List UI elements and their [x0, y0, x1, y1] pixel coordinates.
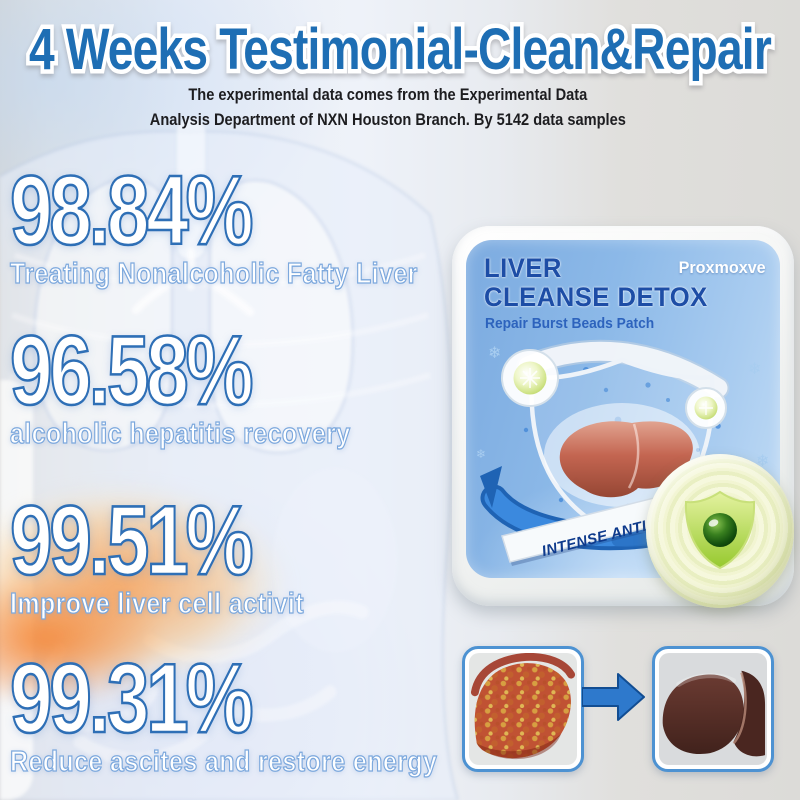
stat-label: Treating Nonalcoholic Fatty Liver: [9, 257, 418, 290]
product-title: LIVER CLEANSE DETOX: [484, 254, 708, 312]
arrow-icon: [582, 673, 645, 721]
before-liver-art: [469, 653, 577, 765]
burst-bead-small: [685, 387, 727, 429]
product-title-line-2: CLEANSE DETOX: [484, 282, 708, 312]
liver-lobe-divider: [627, 423, 640, 489]
before-liver-image: [462, 646, 584, 772]
stat-value: 99.51%: [9, 485, 255, 595]
patch-bead: [703, 513, 737, 547]
subtitle: The experimental data comes from the Exp…: [52, 82, 723, 132]
svg-text:❄: ❄: [748, 359, 761, 378]
bead-highlight: [708, 519, 719, 527]
burst-bead-large: [501, 349, 559, 407]
product-box: LIVER CLEANSE DETOX Proxmoxve Repair Bur…: [452, 226, 794, 608]
stat-item: 96.58% alcoholic hepatitis recovery: [9, 315, 406, 451]
subtitle-line-2: Analysis Department of NXN Houston Branc…: [149, 110, 626, 129]
page-title: 4 Weeks Testimonial-Clean&Repair: [29, 17, 771, 82]
svg-text:❄: ❄: [476, 447, 486, 461]
brand-name: Proxmoxve: [678, 258, 766, 277]
after-liver-art: [659, 653, 767, 765]
bronchi: [132, 248, 254, 316]
stat-item: 99.51% Improve liver cell activit: [9, 485, 352, 621]
stat-label: Reduce ascites and restore energy: [9, 745, 438, 778]
product-title-line-1: LIVER: [484, 253, 562, 283]
detox-patch: [646, 454, 794, 608]
left-lung: [33, 177, 173, 452]
svg-text:❄: ❄: [488, 343, 501, 362]
stat-label: alcoholic hepatitis recovery: [9, 417, 351, 450]
rib-arcs: [8, 252, 431, 408]
product-label: LIVER CLEANSE DETOX Proxmoxve Repair Bur…: [466, 240, 780, 578]
stat-item: 98.84% Treating Nonalcoholic Fatty Liver: [9, 155, 484, 291]
product-subtitle: Repair Burst Beads Patch: [485, 316, 655, 332]
stat-value: 98.84%: [9, 155, 255, 265]
stat-item: 99.31% Reduce ascites and restore energy: [9, 643, 507, 779]
liver-illustration: [559, 421, 693, 498]
page-title-art: 4 Weeks Testimonial-Clean&Repair: [25, 13, 777, 87]
subtitle-line-1: The experimental data comes from the Exp…: [188, 85, 588, 104]
stat-value: 99.31%: [9, 643, 255, 753]
liver-glow-background: [0, 450, 355, 695]
stat-value: 96.58%: [9, 315, 255, 425]
patch-shield-art: [684, 490, 756, 570]
stat-label: Improve liver cell activit: [9, 587, 304, 620]
snowflake-icons: ❄❄❄❄: [476, 343, 769, 470]
after-liver-image: [652, 646, 774, 772]
